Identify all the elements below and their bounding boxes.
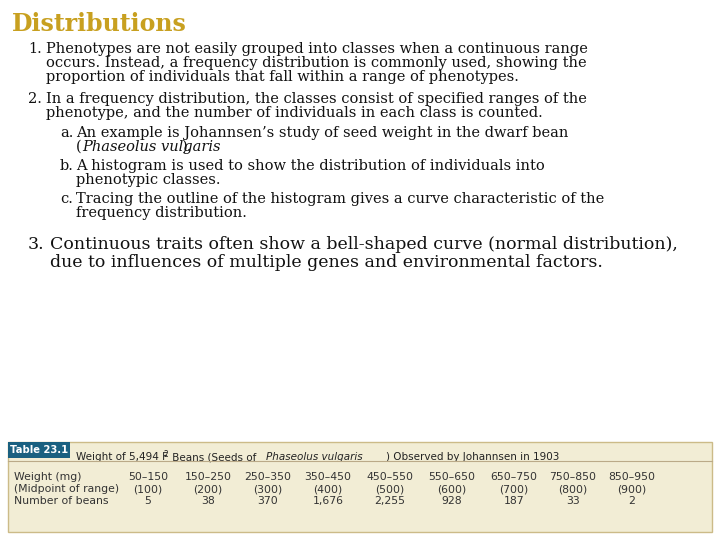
Text: occurs. Instead, a frequency distribution is commonly used, showing the: occurs. Instead, a frequency distributio… [46,56,587,70]
Text: ) Observed by Johannsen in 1903: ) Observed by Johannsen in 1903 [386,452,559,462]
Text: frequency distribution.: frequency distribution. [76,206,247,220]
Text: 50–150: 50–150 [128,472,168,482]
Text: a.: a. [60,126,73,140]
Text: 1.: 1. [28,42,42,56]
Text: 2: 2 [163,450,168,459]
Text: b.: b. [60,159,74,173]
Text: 2,255: 2,255 [374,496,405,506]
Text: (Midpoint of range): (Midpoint of range) [14,484,119,494]
Text: Number of beans: Number of beans [14,496,109,506]
Text: 150–250: 150–250 [184,472,232,482]
Text: 2.: 2. [28,92,42,106]
Text: c.: c. [60,192,73,206]
Text: 370: 370 [258,496,279,506]
Text: (500): (500) [375,484,405,494]
Text: (600): (600) [437,484,467,494]
Text: 250–350: 250–350 [245,472,292,482]
Text: Continuous traits often show a bell-shaped curve (normal distribution),: Continuous traits often show a bell-shap… [50,236,678,253]
Text: phenotype, and the number of individuals in each class is counted.: phenotype, and the number of individuals… [46,106,543,120]
Text: (700): (700) [500,484,528,494]
Text: 650–750: 650–750 [490,472,538,482]
Text: 550–650: 550–650 [428,472,475,482]
Text: 33: 33 [566,496,580,506]
Text: 2: 2 [629,496,636,506]
Text: 38: 38 [201,496,215,506]
Text: (100): (100) [133,484,163,494]
Text: 187: 187 [504,496,524,506]
Text: Beans (Seeds of: Beans (Seeds of [169,452,260,462]
Text: (800): (800) [559,484,588,494]
Text: ).: ). [182,140,192,154]
Text: 750–850: 750–850 [549,472,596,482]
Text: 1,676: 1,676 [312,496,343,506]
Text: 5: 5 [145,496,151,506]
Text: Weight (mg): Weight (mg) [14,472,81,482]
Text: A histogram is used to show the distribution of individuals into: A histogram is used to show the distribu… [76,159,545,173]
Text: Phenotypes are not easily grouped into classes when a continuous range: Phenotypes are not easily grouped into c… [46,42,588,56]
Text: (300): (300) [253,484,283,494]
Text: 450–550: 450–550 [366,472,413,482]
Text: Tracing the outline of the histogram gives a curve characteristic of the: Tracing the outline of the histogram giv… [76,192,604,206]
Text: (: ( [76,140,81,154]
Text: 850–950: 850–950 [608,472,655,482]
Text: (200): (200) [194,484,222,494]
Text: (400): (400) [313,484,343,494]
Text: 928: 928 [441,496,462,506]
Text: Phaseolus vulgaris: Phaseolus vulgaris [82,140,220,154]
Text: Weight of 5,494 F: Weight of 5,494 F [76,452,168,462]
FancyBboxPatch shape [8,442,712,532]
Text: Phaseolus vulgaris: Phaseolus vulgaris [266,452,363,462]
Text: An example is Johannsen’s study of seed weight in the dwarf bean: An example is Johannsen’s study of seed … [76,126,568,140]
FancyBboxPatch shape [8,442,70,458]
Text: due to influences of multiple genes and environmental factors.: due to influences of multiple genes and … [50,254,603,271]
Text: Table 23.1: Table 23.1 [10,445,68,455]
Text: Distributions: Distributions [12,12,187,36]
Text: phenotypic classes.: phenotypic classes. [76,173,220,187]
Text: 350–450: 350–450 [305,472,351,482]
Text: 3.: 3. [28,236,45,253]
Text: In a frequency distribution, the classes consist of specified ranges of the: In a frequency distribution, the classes… [46,92,587,106]
Text: proportion of individuals that fall within a range of phenotypes.: proportion of individuals that fall with… [46,70,519,84]
Text: (900): (900) [617,484,647,494]
